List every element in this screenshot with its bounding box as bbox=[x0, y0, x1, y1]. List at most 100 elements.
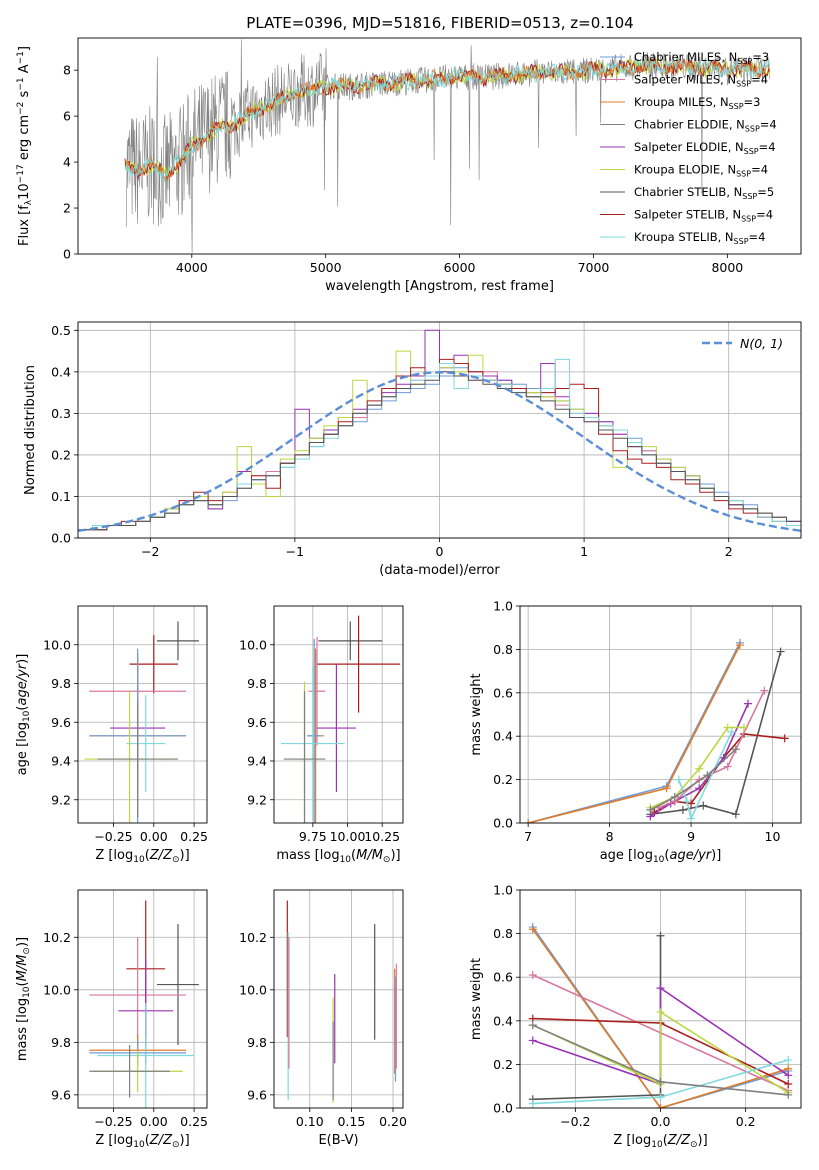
mass-weight-line bbox=[532, 928, 789, 1108]
figure-title: PLATE=0396, MJD=51816, FIBERID=0513, z=0… bbox=[246, 14, 633, 32]
x-axis-label: (data-model)/error bbox=[379, 563, 500, 578]
panel-mass-vs-ebv: 0.10 0.15 0.20 9.6 9.8 10.0 10.2 E(B-V) bbox=[239, 889, 407, 1148]
mass-weight-line bbox=[650, 651, 782, 816]
x-tick-label: 1 bbox=[580, 544, 588, 559]
histogram-step bbox=[78, 371, 801, 531]
grid-mass-vs-Z bbox=[78, 890, 207, 1108]
legend-label: Chabrier ELODIE, NSSP=4 bbox=[634, 118, 777, 134]
axes-frame bbox=[77, 889, 208, 1109]
x-tick-label: 0.00 bbox=[140, 1114, 168, 1129]
x-tick-label: 5000 bbox=[310, 260, 342, 275]
mass-weight-marker bbox=[695, 764, 704, 773]
y-tick-label: 9.8 bbox=[51, 1035, 71, 1050]
mass-weight-marker bbox=[687, 814, 696, 823]
y-tick-label: 10.2 bbox=[43, 930, 71, 945]
plot-area-mass-weight-vs-Z bbox=[528, 923, 793, 1108]
mass-weight-marker bbox=[727, 727, 736, 736]
mass-weight-marker bbox=[744, 699, 753, 708]
y-tick-label: 6 bbox=[63, 109, 71, 124]
x-tick-label: −0.25 bbox=[94, 829, 132, 844]
mass-weight-marker bbox=[678, 805, 687, 814]
plot-area-age-vs-mass bbox=[280, 615, 401, 823]
panel-mass-weight-vs-age: 7 8 9 10 0.0 0.2 0.4 0.6 0.8 1.0 age [log10(age/yr… bbox=[469, 599, 802, 865]
mass-weight-marker bbox=[528, 1021, 537, 1030]
x-tick-label: 0.20 bbox=[379, 1114, 407, 1129]
mass-weight-marker bbox=[780, 734, 789, 743]
panel-spectrum: 4000 5000 6000 7000 8000 0 2 4 6 8 wavelength [Ang… bbox=[16, 37, 802, 294]
plot-area-mass-weight-vs-age bbox=[524, 638, 789, 823]
model-spectrum-line bbox=[124, 57, 771, 183]
y-axis-label: age [log10(age/yr)] bbox=[15, 654, 32, 776]
x-tick-label: 9.75 bbox=[299, 829, 327, 844]
legend-label: Salpeter MILES, NSSP=4 bbox=[634, 73, 768, 89]
y-tick-label: 0.8 bbox=[493, 642, 513, 657]
x-tick-label: 0.0 bbox=[651, 1114, 671, 1129]
x-tick-label: −0.2 bbox=[560, 1114, 590, 1129]
legend-label: Kroupa ELODIE, NSSP=4 bbox=[634, 163, 768, 179]
mass-weight-marker bbox=[776, 647, 785, 656]
mass-weight-marker bbox=[735, 641, 744, 650]
y-tick-label: 0 bbox=[63, 247, 71, 262]
y-tick-label: 0.8 bbox=[493, 926, 513, 941]
y-tick-label: 0.6 bbox=[493, 970, 513, 985]
axes-frame bbox=[519, 605, 802, 824]
y-tick-label: 9.8 bbox=[51, 676, 71, 691]
axes-frame bbox=[77, 321, 802, 539]
x-tick-label: 0.00 bbox=[140, 829, 168, 844]
histogram-step bbox=[78, 358, 801, 531]
x-axis-label: Z [log10(Z/Z⊙)] bbox=[613, 1133, 707, 1150]
mass-weight-marker bbox=[656, 984, 665, 993]
mass-weight-marker bbox=[723, 762, 732, 771]
y-tick-label: 9.6 bbox=[247, 715, 267, 730]
y-tick-label: 9.8 bbox=[247, 676, 267, 691]
legend-label: Salpeter ELODIE, NSSP=4 bbox=[634, 140, 776, 156]
mass-weight-marker bbox=[731, 745, 740, 754]
x-tick-label: 2 bbox=[725, 544, 733, 559]
legend-label: Kroupa STELIB, NSSP=4 bbox=[634, 230, 765, 246]
legend-label: Kroupa MILES, NSSP=3 bbox=[634, 95, 760, 111]
x-tick-label: 0.2 bbox=[736, 1114, 756, 1129]
axes-frame bbox=[273, 889, 404, 1109]
mass-weight-marker bbox=[784, 1071, 793, 1080]
mass-weight-marker bbox=[784, 1056, 793, 1065]
panel-mass-weight-vs-Z: −0.2 0.0 0.2 0.0 0.2 0.4 0.6 0.8 1.0 Z [log10(Z/Z… bbox=[469, 883, 802, 1150]
y-axis-label: Normed distribution bbox=[23, 365, 38, 495]
y-tick-label: 0.4 bbox=[51, 364, 71, 379]
y-tick-label: 9.8 bbox=[247, 1035, 267, 1050]
y-axis-label: mass [log10(M/M⊙)] bbox=[15, 937, 32, 1061]
mass-weight-marker bbox=[528, 1036, 537, 1045]
y-tick-label: 9.6 bbox=[51, 1087, 71, 1102]
mass-weight-line bbox=[658, 690, 766, 809]
legend-label: Chabrier STELIB, NSSP=5 bbox=[634, 185, 774, 201]
y-tick-label: 9.4 bbox=[247, 754, 267, 769]
mass-weight-marker bbox=[784, 1090, 793, 1099]
y-tick-label: 0.3 bbox=[51, 406, 71, 421]
plot-area-residuals bbox=[78, 329, 801, 532]
y-tick-label: 0.2 bbox=[51, 447, 71, 462]
x-tick-label: 7000 bbox=[578, 260, 610, 275]
y-tick-label: 0.1 bbox=[51, 489, 71, 504]
x-tick-label: 0.25 bbox=[180, 829, 208, 844]
x-tick-label: 9 bbox=[687, 829, 695, 844]
y-tick-label: 10.0 bbox=[43, 637, 71, 652]
y-tick-label: 4 bbox=[63, 155, 71, 170]
mass-weight-marker bbox=[646, 805, 655, 814]
y-tick-label: 0.6 bbox=[493, 685, 513, 700]
y-tick-label: 1.0 bbox=[493, 599, 513, 614]
y-tick-label: 10.0 bbox=[239, 982, 267, 997]
y-axis-label: Flux [fλ10−17 erg cm−2 s−1 A−1] bbox=[16, 46, 34, 246]
x-axis-label: wavelength [Angstrom, rest frame] bbox=[325, 279, 554, 294]
plot-area-mass-vs-ebv bbox=[286, 900, 397, 1103]
mass-weight-marker bbox=[528, 971, 537, 980]
plot-area-age-vs-Z bbox=[84, 621, 199, 823]
mass-weight-marker bbox=[687, 799, 696, 808]
panel-age-vs-Z: −0.25 0.00 0.25 9.2 9.4 9.6 9.8 10.0 Z [log10(Z/… bbox=[15, 605, 208, 865]
axes-frame bbox=[519, 889, 802, 1109]
y-tick-label: 10.0 bbox=[43, 982, 71, 997]
x-tick-label: 10.00 bbox=[330, 829, 366, 844]
y-axis-label: mass weight bbox=[469, 958, 484, 1040]
panel-residuals: −2 −1 0 1 2 0.0 0.1 0.2 0.3 0.4 0.5 (data-model)/er… bbox=[23, 321, 802, 578]
mass-weight-marker bbox=[723, 723, 732, 732]
